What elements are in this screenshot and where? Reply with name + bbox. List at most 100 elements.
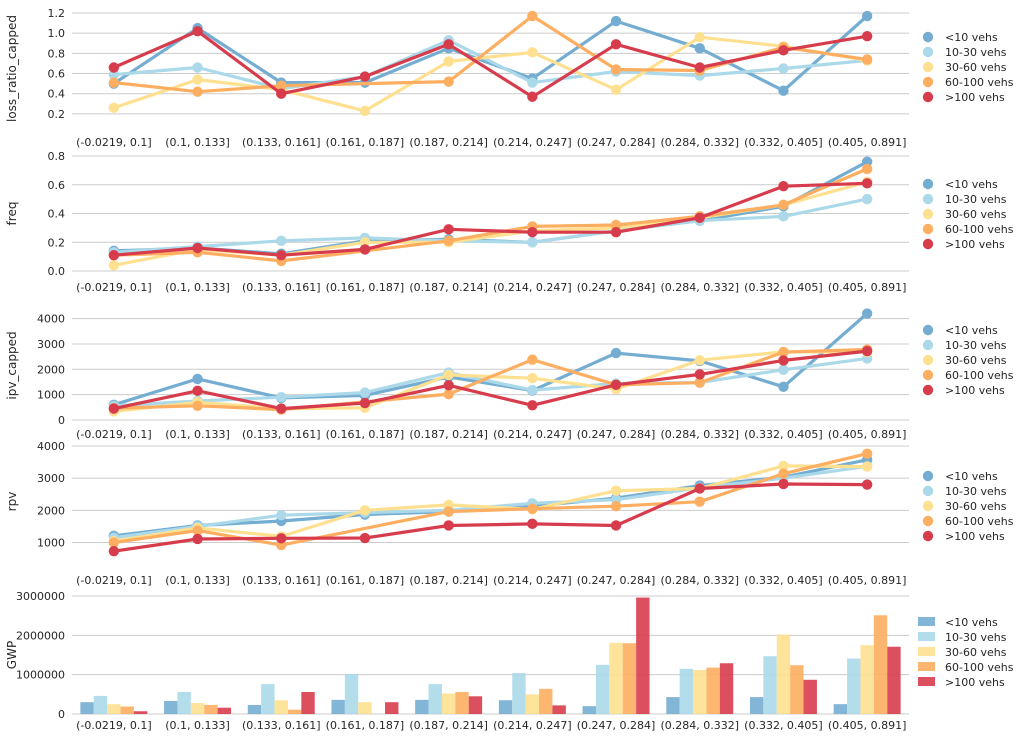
legend-marker <box>922 530 934 542</box>
x-tick-label: (0.1, 0.133] <box>165 574 230 587</box>
y-tick-label: 4000 <box>37 313 65 326</box>
data-point <box>443 506 454 517</box>
y-tick-label: 0.8 <box>48 150 66 163</box>
data-point <box>443 520 454 531</box>
x-tick-label: (0.187, 0.214] <box>409 719 488 732</box>
data-point <box>276 509 287 521</box>
x-tick-label: (0.332, 0.405] <box>744 428 823 441</box>
data-point <box>527 518 538 530</box>
data-point <box>694 43 705 54</box>
legend: <10 vehs 10-30 vehs 30-60 vehs 60-100 vehs >… <box>922 31 1014 104</box>
data-point <box>610 520 622 531</box>
x-tick-label: (0.405, 0.891] <box>828 574 907 587</box>
legend-marker <box>922 31 934 43</box>
legend-label: <10 vehs <box>945 616 998 629</box>
bar <box>204 704 218 714</box>
bar <box>217 707 232 714</box>
bar <box>358 702 372 714</box>
bar <box>622 643 637 714</box>
x-tick-label: (0.187, 0.214] <box>409 574 488 587</box>
y-tick-label: 2000000 <box>16 629 65 642</box>
data-point <box>778 85 789 96</box>
bar <box>133 711 148 714</box>
data-point <box>443 39 454 50</box>
data-point <box>610 500 622 512</box>
bar <box>512 673 526 714</box>
data-point <box>359 71 371 82</box>
data-point <box>359 505 371 516</box>
y-tick-label: 1.2 <box>48 7 66 20</box>
data-point <box>192 86 203 97</box>
bar <box>706 667 720 714</box>
y-tick-label: 0.4 <box>48 208 66 221</box>
series-line-5 <box>113 482 868 553</box>
bar <box>428 684 442 714</box>
y-tick-label: 0.6 <box>48 68 66 81</box>
data-point <box>861 308 873 319</box>
bar <box>164 701 178 714</box>
legend: <10 vehs 10-30 vehs 30-60 vehs 60-100 vehs >… <box>922 470 1014 543</box>
legend-marker <box>922 515 934 527</box>
legend-label: <10 vehs <box>945 470 998 483</box>
bar <box>498 700 513 714</box>
data-point <box>108 546 120 557</box>
series-line-3 <box>113 180 868 267</box>
legend-label: 60-100 vehs <box>945 661 1014 674</box>
x-tick-label: (0.284, 0.332] <box>660 428 739 441</box>
data-point <box>527 91 538 102</box>
y-tick-label: 1000 <box>37 389 65 402</box>
data-point <box>359 397 371 409</box>
data-point <box>108 249 120 261</box>
data-point <box>276 403 287 414</box>
bar <box>344 673 359 714</box>
legend: <10 vehs 10-30 vehs 30-60 vehs 60-100 vehs >… <box>918 616 1014 689</box>
y-tick-label: 0 <box>58 708 65 721</box>
y-tick-label: 4000 <box>37 440 65 453</box>
data-point <box>276 88 287 99</box>
data-point <box>778 355 789 366</box>
x-tick-label: (0.214, 0.247] <box>493 428 572 441</box>
legend-marker <box>922 324 934 336</box>
x-tick-label: (0.133, 0.161] <box>242 428 321 441</box>
data-point <box>778 381 789 392</box>
series-line-1 <box>113 312 869 407</box>
legend-label: 60-100 vehs <box>945 223 1014 236</box>
y-axis-label: GWP <box>5 641 19 669</box>
data-point <box>694 212 705 224</box>
bar <box>468 696 483 714</box>
legend-label: <10 vehs <box>945 178 998 191</box>
data-point <box>359 237 371 248</box>
bar <box>93 695 108 714</box>
x-tick-label: (0.1, 0.133] <box>165 136 230 149</box>
x-tick-label: (0.247, 0.284] <box>577 136 656 149</box>
x-tick-label: (0.133, 0.161] <box>242 136 321 149</box>
legend-marker <box>922 470 934 482</box>
x-tick-label: (0.214, 0.247] <box>493 136 572 149</box>
x-tick-label: (0.284, 0.332] <box>660 719 739 732</box>
data-point <box>192 242 203 254</box>
y-tick-label: 2000 <box>37 363 65 376</box>
x-tick-label: (0.405, 0.891] <box>828 719 907 732</box>
legend-marker <box>922 46 934 58</box>
data-point <box>527 372 538 384</box>
data-point <box>527 503 538 514</box>
series-line-3 <box>113 464 868 543</box>
bar <box>385 702 399 714</box>
x-tick-label: (-0.0219, 0.1] <box>76 719 152 732</box>
data-point <box>108 102 120 114</box>
bar <box>873 615 888 714</box>
x-tick-label: (0.247, 0.284] <box>577 719 656 732</box>
data-point <box>694 32 705 43</box>
data-point <box>778 63 789 74</box>
legend-marker <box>922 91 934 103</box>
x-tick-label: (-0.0219, 0.1] <box>76 281 152 294</box>
x-tick-label: (0.284, 0.332] <box>660 574 739 587</box>
data-point <box>192 62 203 73</box>
x-tick-label: (-0.0219, 0.1] <box>76 136 152 149</box>
data-point <box>778 478 789 490</box>
bar <box>887 646 901 714</box>
data-point <box>192 385 203 397</box>
data-point <box>192 373 203 385</box>
bar <box>120 706 134 714</box>
